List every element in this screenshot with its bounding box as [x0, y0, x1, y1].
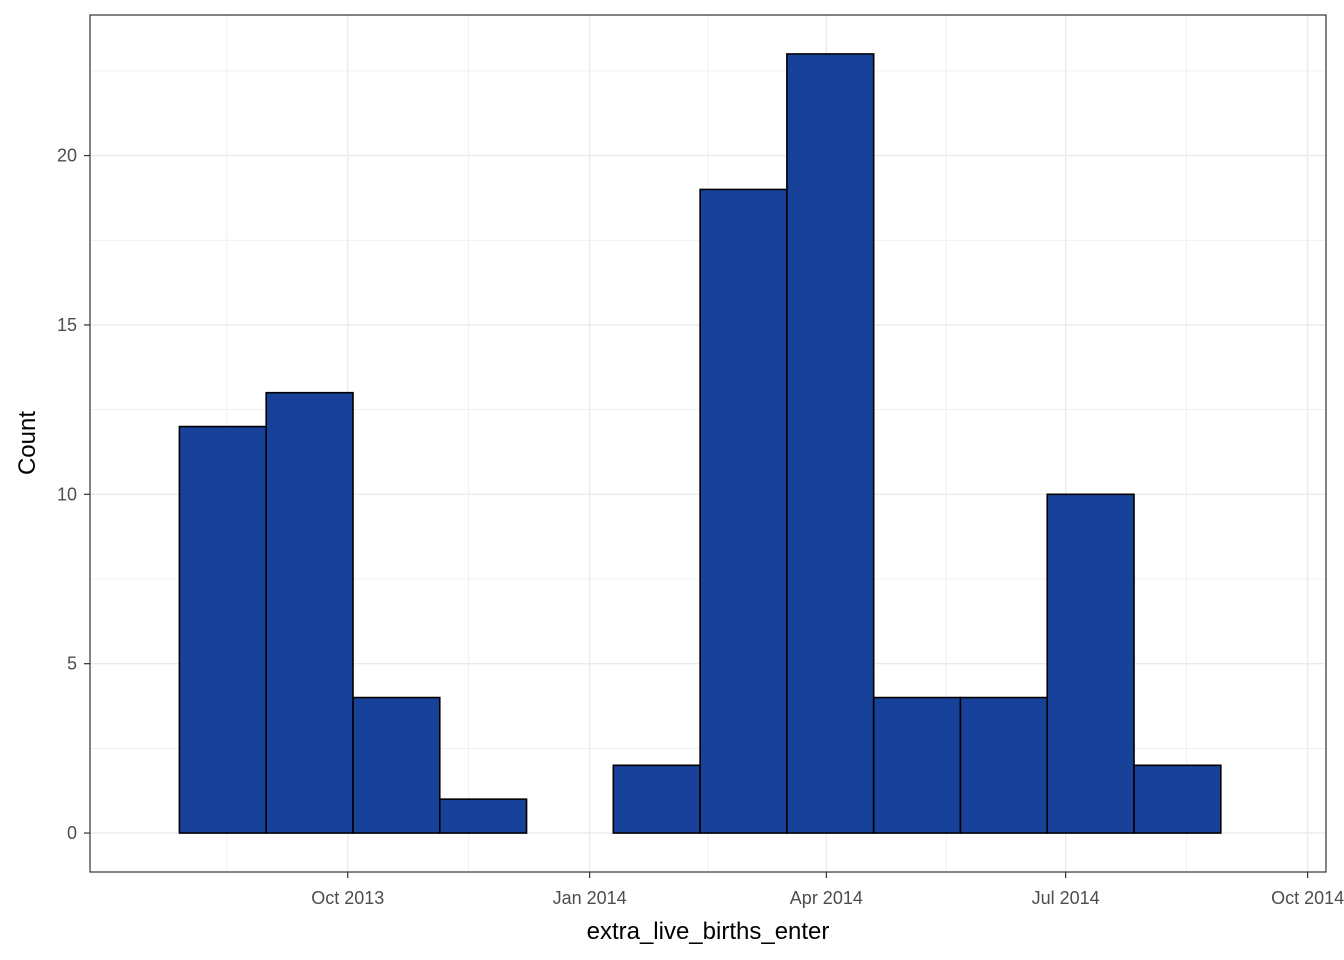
x-tick-label: Apr 2014 — [790, 888, 863, 908]
x-axis-title: extra_live_births_enter — [587, 918, 830, 945]
histogram-bars — [178, 53, 1222, 834]
histogram-bar — [352, 696, 441, 834]
y-tick-label: 20 — [57, 146, 77, 166]
histogram-bar — [178, 425, 267, 834]
x-tick-label: Jul 2014 — [1032, 888, 1100, 908]
plot-panel-border — [89, 14, 1327, 873]
y-tick-label: 10 — [57, 484, 77, 504]
histogram-bar — [786, 53, 875, 834]
histogram-bar — [872, 696, 962, 834]
x-tick-label: Jan 2014 — [553, 888, 627, 908]
histogram-bar — [265, 391, 354, 834]
histogram-bar — [1133, 764, 1222, 834]
y-tick-label: 0 — [67, 823, 77, 843]
histogram-bar — [959, 696, 1049, 834]
histogram-bar — [438, 798, 528, 834]
y-axis-title: Count — [14, 411, 41, 475]
histogram-bar — [699, 188, 788, 834]
histogram-bar — [612, 764, 701, 834]
y-tick-label: 5 — [67, 654, 77, 674]
y-tick-label: 15 — [57, 315, 77, 335]
x-tick-label: Oct 2013 — [311, 888, 384, 908]
x-axis: Oct 2013 Jan 2014 Apr 2014 Jul 2014 Oct 2014 — [311, 872, 1344, 908]
x-tick-label: Oct 2014 — [1271, 888, 1344, 908]
histogram-bar — [1046, 493, 1135, 834]
y-axis: 0 5 10 15 20 — [57, 146, 90, 843]
